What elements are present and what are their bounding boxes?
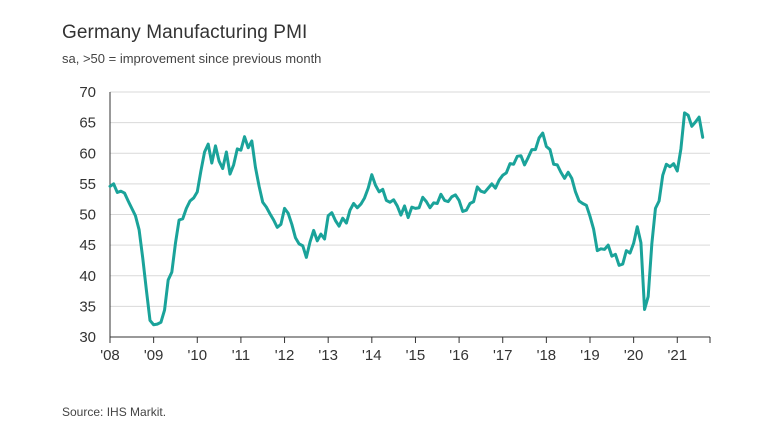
x-tick-label-2019: '19 [580,347,600,364]
x-tick-label-2011: '11 [232,347,250,364]
x-tick-label-2008: '08 [100,347,120,364]
y-tick-label-70: 70 [79,84,96,101]
x-tick-label-2012: '12 [275,347,295,364]
x-tick-label-2014: '14 [362,347,382,364]
x-tick-label-2021: '21 [667,347,687,364]
series-layer [108,111,705,327]
y-tick-label-65: 65 [79,115,96,132]
x-tick-labels: '08 '09 '10 '11 '12 '13 '14 '15 '16 '17 '18 '19 '20 '… [100,347,687,364]
x-tick-label-2010: '10 [187,347,207,364]
y-tick-labels: 30 35 40 45 50 55 60 65 70 [79,84,96,346]
x-tick-label-2013: '13 [318,347,338,364]
x-tick-label-2016: '16 [449,347,469,364]
chart-title: Germany Manufacturing PMI [62,22,308,43]
source-note: Source: IHS Markit. [62,405,167,419]
y-tick-label-50: 50 [79,207,96,224]
series-line-0 [108,111,705,327]
y-tick-label-35: 35 [79,298,96,315]
x-tick-label-2017: '17 [493,347,513,364]
y-tick-label-40: 40 [79,268,96,285]
y-tick-label-60: 60 [79,145,96,162]
chart-subtitle: sa, >50 = improvement since previous mon… [62,51,322,66]
grid-lines [110,91,710,307]
axes [109,92,711,343]
x-tick-label-2009: '09 [144,347,164,364]
x-tick-label-2020: '20 [624,347,644,364]
x-tick-label-2015: '15 [406,347,426,364]
y-tick-label-55: 55 [79,176,96,193]
y-tick-label-30: 30 [79,329,96,346]
y-tick-label-45: 45 [79,237,96,254]
x-tick-label-2018: '18 [537,347,557,364]
